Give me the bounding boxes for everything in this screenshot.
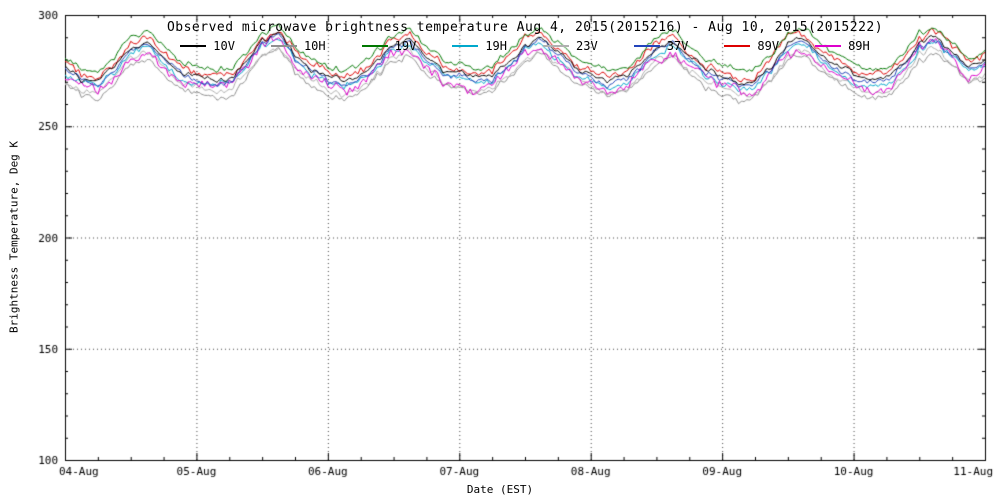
legend-swatch-10H [270, 45, 297, 47]
legend-item-89V: 89V [724, 39, 779, 53]
legend-item-19V: 19V [361, 39, 417, 53]
chart-title: Observed microwave brightness temperatur… [166, 20, 884, 35]
legend-swatch-23V [543, 45, 569, 47]
legend-item-23V: 23V [543, 39, 598, 53]
legend-swatch-19V [361, 45, 388, 47]
legend-label: 37V [666, 39, 689, 53]
legend-label: 19H [485, 39, 507, 53]
legend-swatch-19H [452, 45, 479, 47]
legend-label: 89V [757, 39, 780, 53]
legend-label: 89H [848, 39, 870, 53]
legend-swatch-37V [633, 45, 660, 47]
legend-item-10H: 10H [270, 39, 326, 53]
y-axis-label: Brightness Temperature, Deg K [7, 140, 21, 334]
legend-swatch-89H [815, 45, 842, 47]
legend-item-37V: 37V [633, 39, 689, 53]
legend-item-19H: 19H [452, 39, 507, 53]
legend-item-89H: 89H [815, 39, 870, 53]
legend-swatch-89V [724, 45, 751, 47]
legend-label: 10H [303, 39, 326, 53]
legend-label: 19V [394, 39, 417, 53]
legend-swatch-10V [180, 45, 207, 47]
x-axis-label: Date (EST) [466, 483, 534, 496]
legend-label: 23V [576, 39, 598, 53]
legend-item-10V: 10V [180, 39, 235, 53]
chart-legend: 10V 10H 19V 19H 23V 37V 89V 89H [65, 39, 985, 53]
legend-label: 10V [213, 39, 235, 53]
